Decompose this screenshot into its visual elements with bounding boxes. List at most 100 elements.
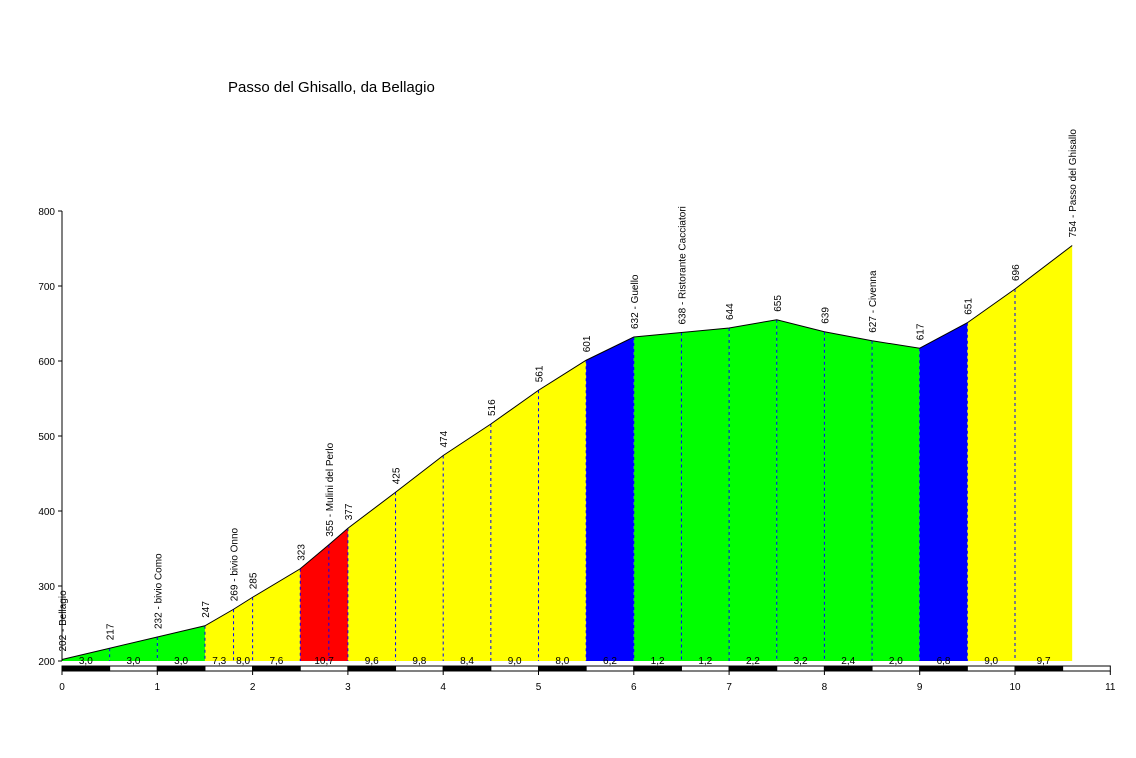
segment-area <box>109 637 158 661</box>
distance-scale-block <box>395 665 444 672</box>
distance-scale-block <box>680 665 730 672</box>
altitude-point-label: 627 - Civenna <box>868 270 879 333</box>
altitude-point-label: 644 <box>725 303 736 320</box>
segment-grade-label: 2,4 <box>841 656 855 667</box>
distance-scale-block <box>347 665 397 672</box>
distance-scale-block <box>776 665 825 672</box>
segment-grade-label: 3,0 <box>127 656 141 667</box>
segment-grade-label: 9,8 <box>412 656 426 667</box>
segment-grade-label: 3,0 <box>174 656 188 667</box>
chart-title: Passo del Ghisallo, da Bellagio <box>228 79 435 96</box>
x-tick-label: 8 <box>822 682 828 693</box>
segment-grade-label: 9,6 <box>365 656 379 667</box>
altitude-point-label: 474 <box>439 430 450 447</box>
distance-scale-block <box>156 665 206 672</box>
segment-area <box>681 328 730 661</box>
altitude-point-label: 217 <box>106 623 117 640</box>
y-tick-label: 200 <box>38 657 55 668</box>
x-tick-label: 10 <box>1009 682 1021 693</box>
segment-grade-label: 6,8 <box>937 656 951 667</box>
x-tick-label: 4 <box>440 682 446 693</box>
segment-area <box>300 528 348 661</box>
x-tick-label: 9 <box>917 682 923 693</box>
altitude-point-label: 617 <box>916 323 927 340</box>
altitude-point-label: 639 <box>820 307 831 324</box>
segment-area <box>538 360 587 661</box>
distance-scale-block <box>442 665 492 672</box>
altitude-point-label: 632 - Guello <box>630 274 641 329</box>
x-tick-label: 2 <box>250 682 256 693</box>
segment-area <box>233 597 253 661</box>
segment-area <box>776 319 825 661</box>
segment-grade-label: 7,6 <box>269 656 283 667</box>
distance-scale-block <box>919 665 968 672</box>
segment-area <box>443 424 491 661</box>
altitude-point-label: 754 - Passo del Ghisallo <box>1068 129 1079 238</box>
x-tick-label: 3 <box>345 682 351 693</box>
distance-scale-block <box>299 665 349 672</box>
altitude-point-label: 425 <box>392 467 403 484</box>
altitude-point-label: 269 - bivio Onno <box>230 527 241 601</box>
altitude-point-label: 232 - bivio Como <box>153 553 164 629</box>
distance-scale-block <box>61 665 111 672</box>
distance-scale-block <box>490 665 540 672</box>
segment-grade-label: 3,2 <box>794 656 808 667</box>
segment-area <box>586 337 634 661</box>
segment-grade-label: 8,4 <box>460 656 474 667</box>
distance-scale-block <box>966 665 1016 672</box>
segment-area <box>490 390 539 661</box>
y-tick-label: 600 <box>38 357 55 368</box>
altitude-point-label: 247 <box>201 601 212 618</box>
gradient-label-layer: 3,0 3,0 3,0 7,3 8,0 7,6 10,7 9,6 9,8 8,4 9,0 8,0 6,2… <box>79 656 1051 667</box>
segment-grade-label: 9,0 <box>508 656 522 667</box>
segment-area <box>252 568 301 661</box>
altitude-label-layer: 202 - Bellagio 217 232 - bivio Como 247 269 … <box>58 129 1079 652</box>
segment-grade-label: 9,0 <box>984 656 998 667</box>
x-tick-label: 7 <box>726 682 732 693</box>
segment-grade-label: 8,0 <box>236 656 250 667</box>
x-tick-label: 11 <box>1105 682 1116 693</box>
distance-scale-block <box>871 665 921 672</box>
distance-scale-block <box>728 665 778 672</box>
segment-grade-label: 1,2 <box>698 656 712 667</box>
segment-grade-label: 8,0 <box>555 656 569 667</box>
x-tick-label: 0 <box>59 682 65 693</box>
altitude-point-label: 323 <box>296 544 307 561</box>
x-tick-label: 5 <box>536 682 542 693</box>
distance-scale-block <box>109 665 158 672</box>
segment-area <box>824 331 873 661</box>
y-tick-label: 300 <box>38 582 55 593</box>
segment-area <box>347 492 396 661</box>
profile-line-layer <box>61 245 1073 660</box>
profile-fill-layer <box>62 245 1073 661</box>
y-tick-label: 700 <box>38 282 55 293</box>
altitude-point-label: 651 <box>963 298 974 315</box>
distance-scale-block <box>633 665 682 672</box>
segment-grade-label: 7,3 <box>212 656 226 667</box>
y-tick-label: 800 <box>38 207 55 218</box>
altitude-point-label: 202 - Bellagio <box>58 590 69 652</box>
segment-area <box>967 289 1015 661</box>
distance-scale-block <box>204 665 254 672</box>
profile-line <box>61 245 1073 660</box>
kilometre-marker-layer <box>109 289 1016 661</box>
altitude-point-label: 516 <box>487 399 498 416</box>
x-tick-label: 6 <box>631 682 637 693</box>
altitude-point-label: 355 - Mulini del Perlo <box>325 442 336 536</box>
x-tick-label: 1 <box>155 682 161 693</box>
altitude-point-label: 655 <box>773 295 784 312</box>
altitude-point-label: 638 - Ristorante Cacciatori <box>677 206 688 324</box>
distance-scale-block <box>823 665 873 672</box>
axes-layer: 200 300 400 500 600 700 800 0 1 2 3 4 5 6 7 8 9 10 11 <box>38 207 1116 693</box>
segment-grade-label: 2,0 <box>889 656 903 667</box>
altitude-point-label: 601 <box>582 335 593 352</box>
altitude-point-label: 561 <box>535 365 546 382</box>
altitude-point-label: 696 <box>1011 264 1022 281</box>
distance-scale-block <box>1062 665 1111 672</box>
segment-grade-label: 3,0 <box>79 656 93 667</box>
segment-grade-label: 2,2 <box>746 656 760 667</box>
segment-area <box>872 340 920 661</box>
y-tick-label: 400 <box>38 507 55 518</box>
segment-area <box>395 455 444 661</box>
